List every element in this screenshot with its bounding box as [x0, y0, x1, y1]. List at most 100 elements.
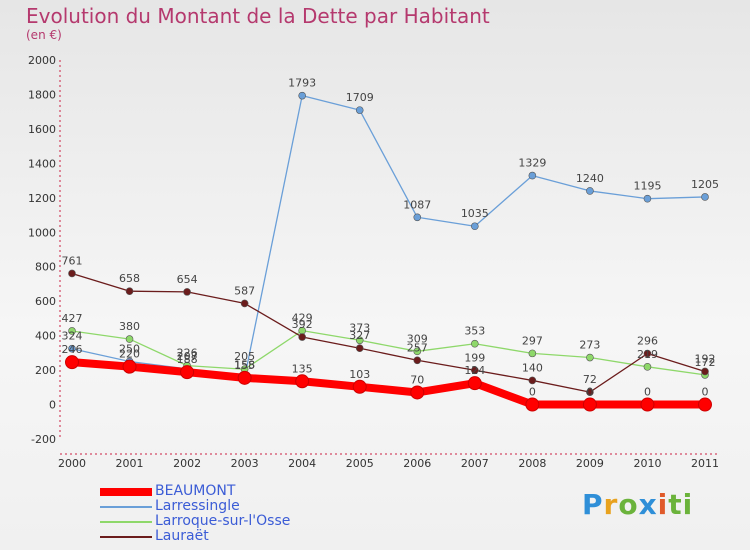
data-point [298, 91, 306, 100]
data-point [352, 379, 367, 394]
data-label: 0 [529, 386, 536, 399]
logo-letter: ti [668, 488, 694, 521]
x-tick-label: 2008 [518, 457, 546, 470]
data-label: 324 [62, 330, 83, 343]
x-tick-label: 2000 [58, 457, 86, 470]
legend-label: Lauraët [155, 528, 209, 544]
data-point [237, 370, 252, 385]
y-tick-label: 800 [35, 261, 56, 274]
data-point [643, 363, 652, 371]
data-label: 353 [464, 325, 485, 338]
data-label: 140 [522, 361, 543, 374]
data-label: 1709 [346, 91, 374, 104]
data-point [355, 106, 364, 114]
data-point [586, 388, 594, 396]
data-point [471, 339, 479, 348]
y-tick-label: 600 [35, 295, 56, 308]
data-point [525, 397, 540, 412]
data-label: 246 [62, 343, 83, 356]
data-point [586, 353, 594, 362]
logo-letter: P [582, 488, 604, 521]
data-label: 172 [695, 356, 716, 369]
y-tick-label: 1600 [28, 123, 56, 136]
logo-letter: x [638, 488, 658, 521]
data-point [355, 344, 364, 353]
data-point [183, 288, 191, 296]
x-tick-label: 2004 [288, 457, 316, 470]
legend-item: Larroque-sur-l'Osse [100, 514, 290, 529]
chart-legend: BEAUMONT Larressingle Larroque-sur-l'Osse L… [100, 484, 290, 544]
data-point [68, 344, 76, 353]
data-label: 72 [583, 373, 597, 386]
data-point [701, 193, 709, 201]
legend-swatch [100, 505, 152, 508]
data-label: 135 [292, 362, 313, 375]
data-point [698, 397, 712, 412]
y-tick-label: 0 [49, 399, 56, 412]
y-tick-label: 1200 [28, 192, 56, 205]
series-line [71, 272, 706, 393]
data-label: 297 [522, 334, 543, 347]
data-label: 1087 [403, 198, 431, 211]
legend-swatch [100, 535, 152, 538]
data-label: 199 [464, 351, 485, 364]
data-label: 220 [119, 348, 140, 361]
legend-swatch [100, 520, 152, 523]
data-label: 155 [234, 359, 255, 372]
data-point [471, 222, 479, 231]
data-label: 309 [407, 332, 428, 345]
data-label: 373 [349, 321, 370, 334]
data-label: 205 [234, 350, 255, 363]
data-label: 429 [292, 312, 313, 325]
legend-label: BEAUMONT [155, 483, 236, 499]
data-point [410, 385, 425, 400]
data-point [413, 347, 422, 356]
data-label: 192 [695, 352, 716, 365]
data-label: 273 [579, 339, 600, 352]
data-label: 188 [177, 353, 198, 366]
y-tick-label: 400 [35, 330, 56, 343]
y-tick-label: 1800 [28, 88, 56, 101]
proxiti-logo: Proxiti [582, 488, 693, 521]
data-label: 761 [62, 254, 83, 267]
data-label: 1205 [691, 178, 719, 191]
data-point [413, 213, 422, 222]
data-label: 654 [177, 273, 198, 286]
series-line [71, 95, 706, 378]
data-point [68, 269, 76, 278]
legend-item: BEAUMONT [100, 484, 290, 499]
data-point [122, 359, 137, 374]
x-tick-label: 2009 [576, 457, 604, 470]
data-label: 257 [407, 341, 428, 354]
legend-label: Larressingle [155, 498, 240, 514]
data-point [355, 336, 364, 345]
data-label: 103 [349, 368, 370, 381]
x-tick-label: 2011 [691, 457, 719, 470]
chart-title: Evolution du Montant de la Dette par Hab… [26, 4, 490, 28]
data-label: 158 [234, 358, 255, 371]
data-point [643, 349, 652, 358]
data-point [180, 365, 195, 380]
data-point [643, 194, 652, 203]
legend-label: Larroque-sur-l'Osse [155, 513, 291, 529]
data-label: 1195 [633, 180, 661, 193]
data-label: 1329 [518, 157, 546, 170]
data-point [125, 335, 134, 343]
x-tick-label: 2005 [346, 457, 374, 470]
data-point [240, 299, 249, 308]
logo-letter: r [603, 488, 619, 521]
series-line [71, 358, 705, 409]
logo-letter: o [618, 488, 639, 521]
y-tick-label: 1000 [28, 226, 56, 239]
data-label: 207 [177, 350, 198, 363]
series-line [71, 329, 706, 376]
data-label: 1793 [288, 77, 316, 90]
x-tick-label: 2010 [633, 457, 661, 470]
y-tick-label: 200 [35, 364, 56, 377]
data-label: 0 [702, 386, 709, 399]
x-tick-label: 2006 [403, 457, 431, 470]
data-label: 427 [62, 312, 83, 325]
data-point [640, 397, 655, 412]
data-point [467, 376, 482, 391]
